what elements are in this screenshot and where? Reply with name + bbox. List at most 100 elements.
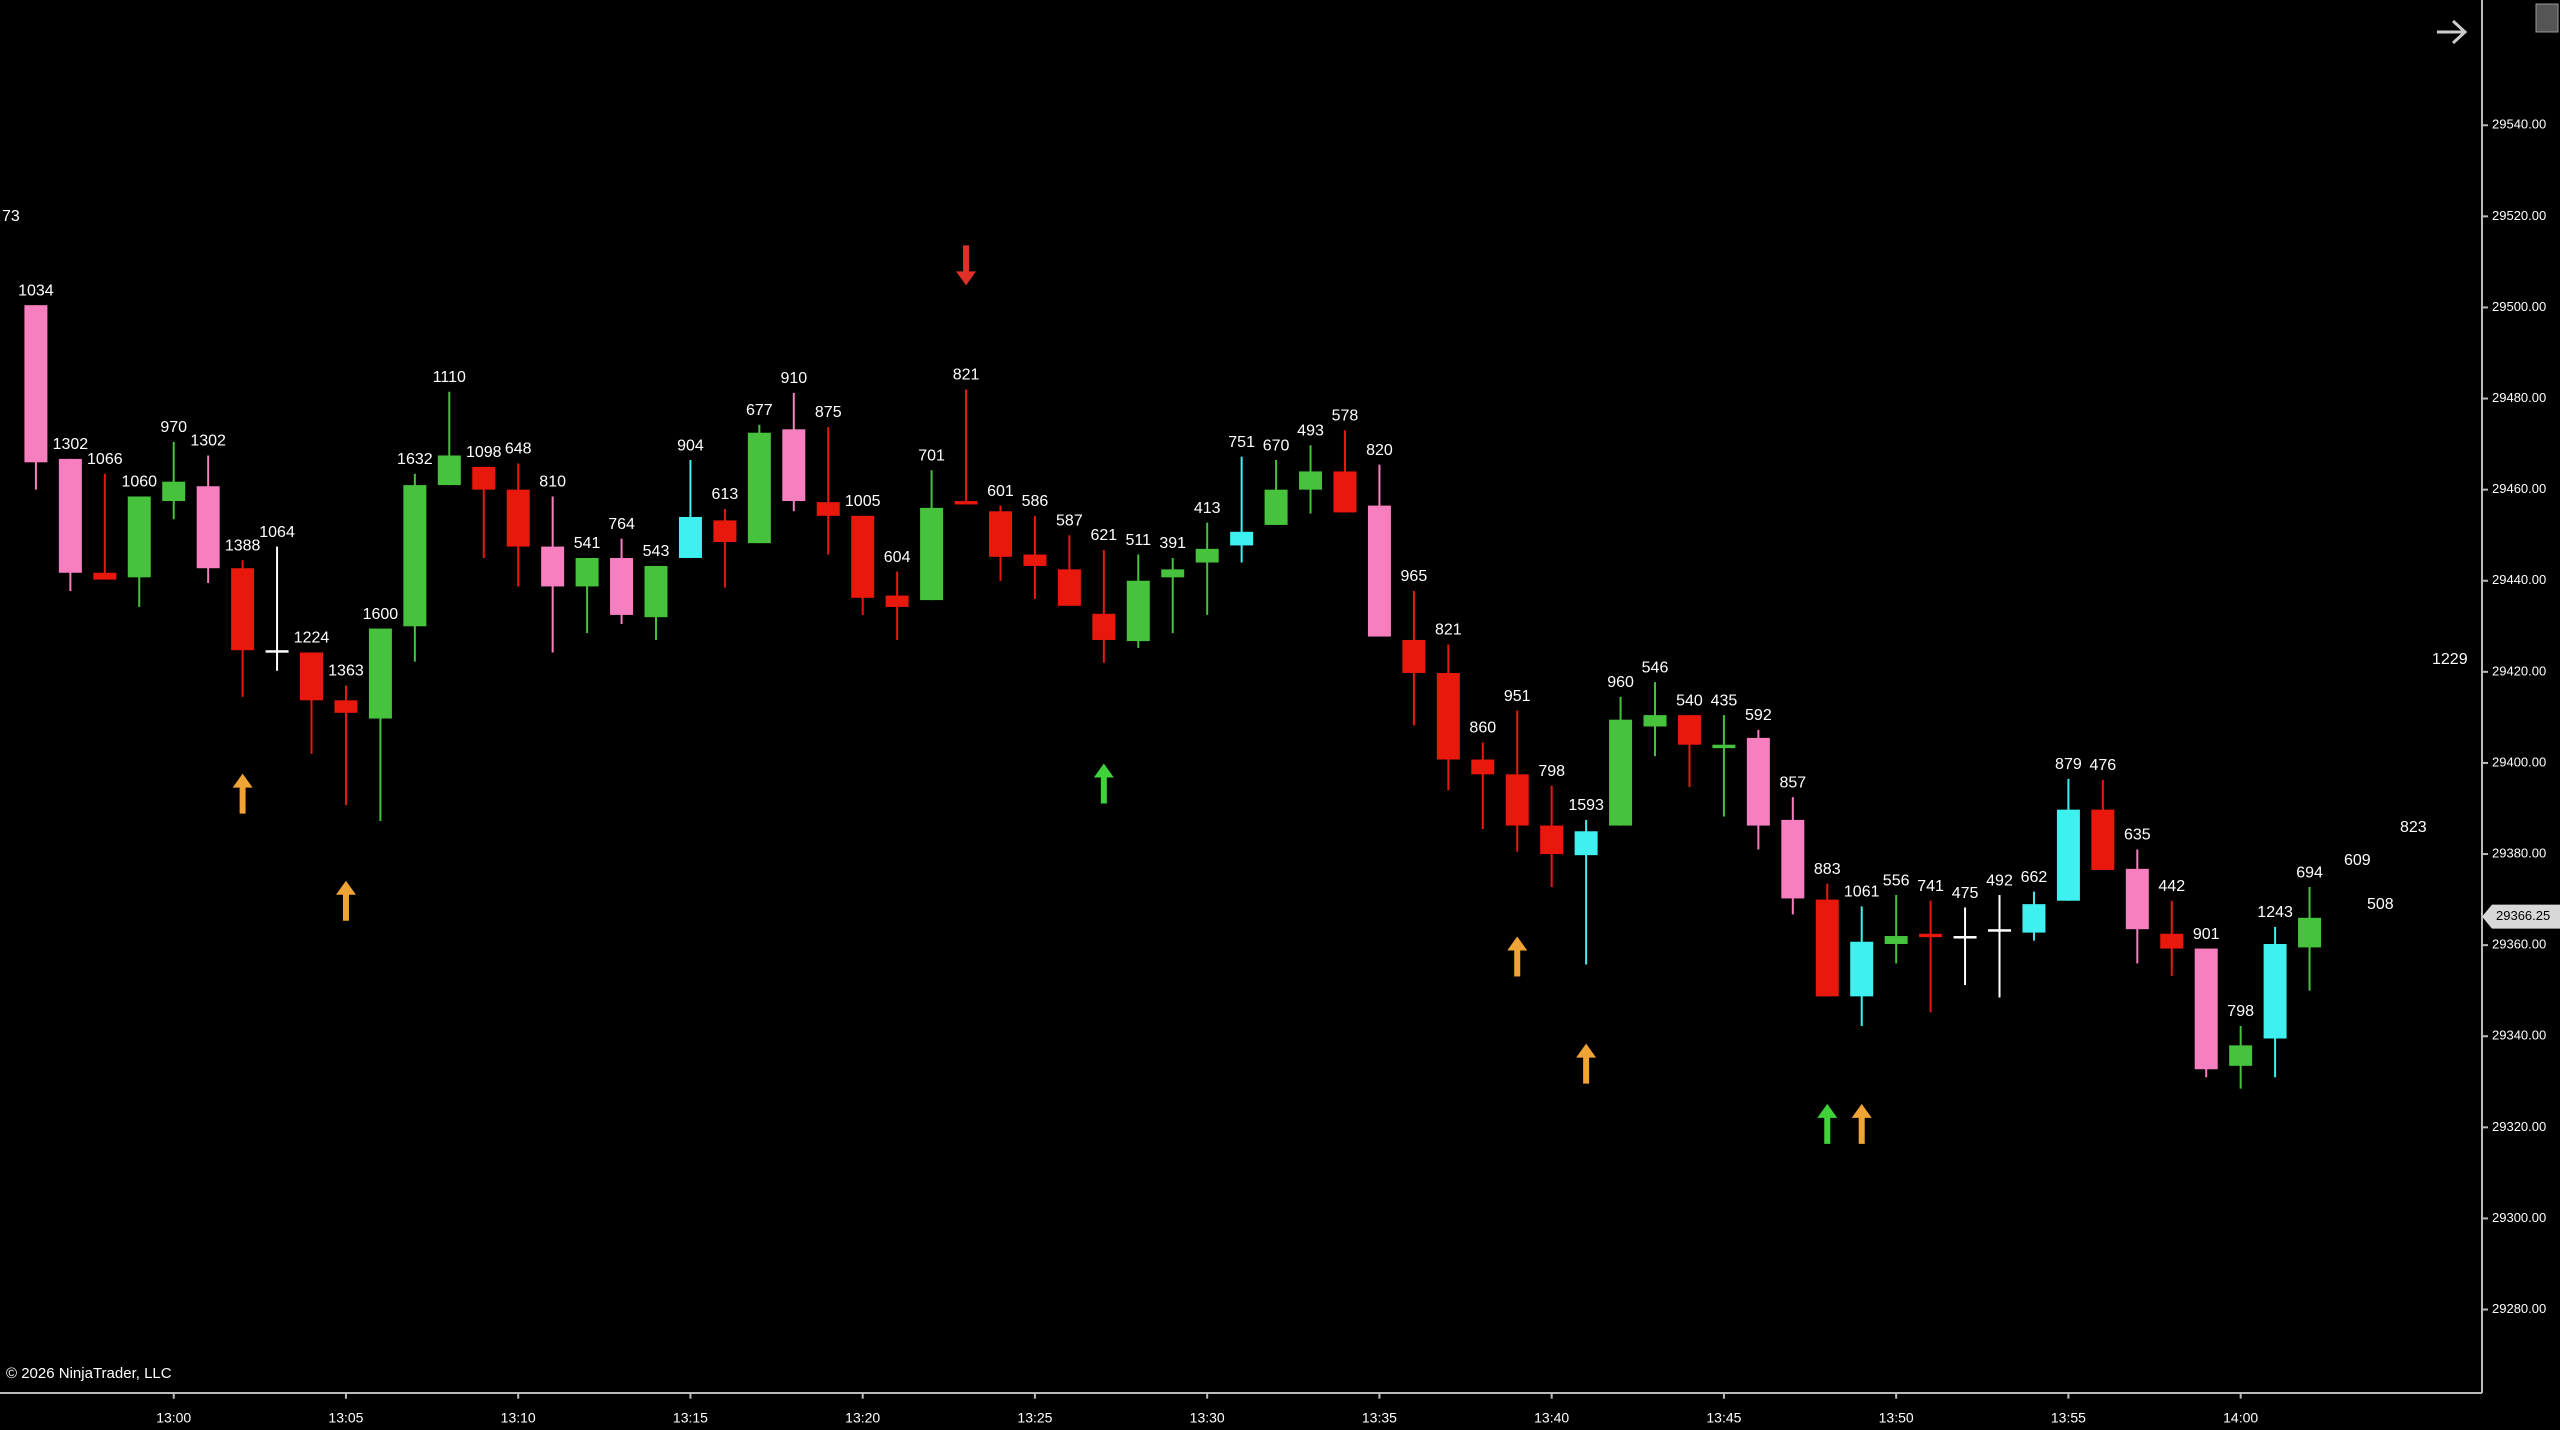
- volume-label: 543: [643, 543, 670, 560]
- volume-label: 540: [1676, 692, 1703, 709]
- signal-arrow: [956, 245, 977, 286]
- candle-body: [300, 652, 324, 701]
- candle-body: [1712, 744, 1736, 749]
- volume-label: 798: [2227, 1003, 2254, 1020]
- annotation: 609: [2344, 852, 2371, 869]
- volume-label: 764: [608, 516, 635, 533]
- candle-body: [954, 501, 978, 505]
- volume-label: 798: [1538, 763, 1565, 780]
- candle-body: [575, 557, 599, 587]
- annotation: 1229: [2432, 651, 2468, 668]
- volume-label: 860: [1469, 720, 1496, 737]
- candle-body: [851, 515, 875, 598]
- signal-arrow: [1507, 936, 1528, 977]
- volume-label: 1593: [1568, 797, 1604, 814]
- expand-icon[interactable]: [2437, 19, 2468, 45]
- y-tick-label: 29520.00: [2492, 208, 2546, 223]
- candle-body: [2160, 933, 2184, 949]
- volume-label: 391: [1159, 535, 1186, 552]
- candle-body: [2263, 943, 2287, 1039]
- candle-body: [610, 557, 634, 615]
- candle-body: [1919, 933, 1943, 938]
- candle-body: [988, 511, 1012, 557]
- candle-body: [920, 507, 944, 601]
- volume-label: 701: [918, 448, 945, 465]
- candle-body: [1815, 899, 1839, 997]
- copyright: © 2026 NinjaTrader, LLC: [6, 1365, 172, 1382]
- x-tick-label: 13:10: [501, 1410, 536, 1426]
- candle-body: [368, 628, 392, 719]
- candle-body: [1677, 715, 1701, 745]
- volume-label: 901: [2193, 926, 2220, 943]
- signal-arrow: [1576, 1043, 1597, 1084]
- volume-label: 511: [1126, 532, 1152, 549]
- y-tick-label: 29480.00: [2492, 390, 2546, 405]
- candle-body: [58, 458, 82, 573]
- candle-body: [162, 481, 186, 502]
- signal-arrow: [1817, 1103, 1838, 1144]
- volume-label: 951: [1504, 688, 1531, 705]
- volume-label: 621: [1090, 527, 1117, 544]
- volume-label: 476: [2090, 757, 2117, 774]
- x-tick-label: 13:40: [1534, 1410, 1569, 1426]
- volume-label: 970: [160, 419, 187, 436]
- candle-body: [1471, 759, 1495, 775]
- volume-label: 904: [677, 437, 704, 454]
- candle-body: [24, 305, 48, 463]
- volume-label: 556: [1883, 872, 1910, 889]
- volume-label: 1302: [53, 436, 89, 453]
- volume-label: 442: [2158, 878, 2185, 895]
- y-tick-label: 29420.00: [2492, 663, 2546, 678]
- y-tick-label: 29500.00: [2492, 299, 2546, 314]
- x-tick-label: 13:05: [328, 1410, 363, 1426]
- candle-body: [1609, 719, 1633, 826]
- last-price-tag: [2482, 904, 2560, 929]
- candle-body: [1850, 941, 1874, 997]
- volume-label: 1110: [433, 369, 466, 386]
- y-tick-label: 29280.00: [2492, 1301, 2546, 1316]
- volume-label: 662: [2021, 869, 2048, 886]
- volume-label: 1224: [294, 630, 330, 647]
- candle-body: [1884, 936, 1908, 944]
- candle-body: [1195, 548, 1219, 563]
- y-tick-label: 29340.00: [2492, 1028, 2546, 1043]
- candle-body: [231, 568, 255, 651]
- volume-label: 821: [1435, 622, 1462, 639]
- candle-body: [1574, 831, 1598, 856]
- x-tick-label: 13:20: [845, 1410, 880, 1426]
- candle-body: [506, 489, 530, 547]
- candle-body: [196, 486, 220, 569]
- volume-label: 821: [953, 367, 980, 384]
- signal-arrow: [232, 773, 253, 814]
- volume-label: 694: [2296, 864, 2323, 881]
- y-tick-label: 29440.00: [2492, 572, 2546, 587]
- volume-label: 601: [987, 483, 1014, 500]
- x-tick-label: 13:50: [1879, 1410, 1914, 1426]
- candle-body: [1505, 774, 1529, 826]
- volume-label: 586: [1022, 493, 1049, 510]
- volume-label: 492: [1986, 872, 2013, 889]
- panel-icon[interactable]: [2535, 3, 2559, 33]
- volume-label: 1034: [18, 282, 54, 299]
- volume-label: 1066: [87, 451, 123, 468]
- annotation: 508: [2367, 896, 2394, 913]
- volume-label: 1600: [363, 606, 399, 623]
- volume-label: 810: [539, 474, 566, 491]
- signal-arrow: [1851, 1103, 1872, 1144]
- candle-body: [2125, 868, 2149, 930]
- last-price-label: 29366.25: [2496, 908, 2550, 923]
- x-tick-label: 13:55: [2051, 1410, 2086, 1426]
- volume-label: 1061: [1844, 884, 1880, 901]
- candle-body: [1781, 819, 1805, 899]
- candle-body: [1402, 639, 1426, 673]
- x-tick-label: 14:00: [2223, 1410, 2258, 1426]
- candle-body: [541, 546, 565, 587]
- volume-label: 546: [1642, 659, 1669, 676]
- candle-body: [1643, 715, 1667, 727]
- x-tick-label: 13:15: [673, 1410, 708, 1426]
- volume-label: 604: [884, 549, 911, 566]
- candle-body: [1367, 505, 1391, 637]
- candle-body: [2194, 948, 2218, 1070]
- volume-label: 879: [2055, 756, 2082, 773]
- volume-label: 587: [1056, 512, 1083, 529]
